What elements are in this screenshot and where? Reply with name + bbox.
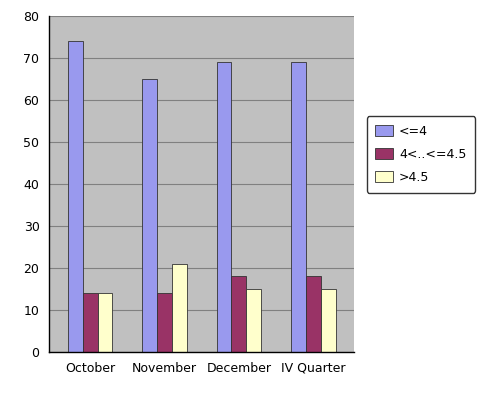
Bar <box>68 41 83 352</box>
Bar <box>231 276 246 352</box>
Bar <box>291 62 306 352</box>
Bar <box>142 79 157 352</box>
Bar <box>83 293 97 352</box>
Bar <box>172 264 187 352</box>
Bar <box>216 62 231 352</box>
Bar <box>306 276 321 352</box>
Bar <box>97 293 113 352</box>
Bar <box>246 289 261 352</box>
Bar <box>157 293 172 352</box>
Legend: <=4, 4<..<=4.5, >4.5: <=4, 4<..<=4.5, >4.5 <box>367 116 475 193</box>
Bar <box>321 289 336 352</box>
